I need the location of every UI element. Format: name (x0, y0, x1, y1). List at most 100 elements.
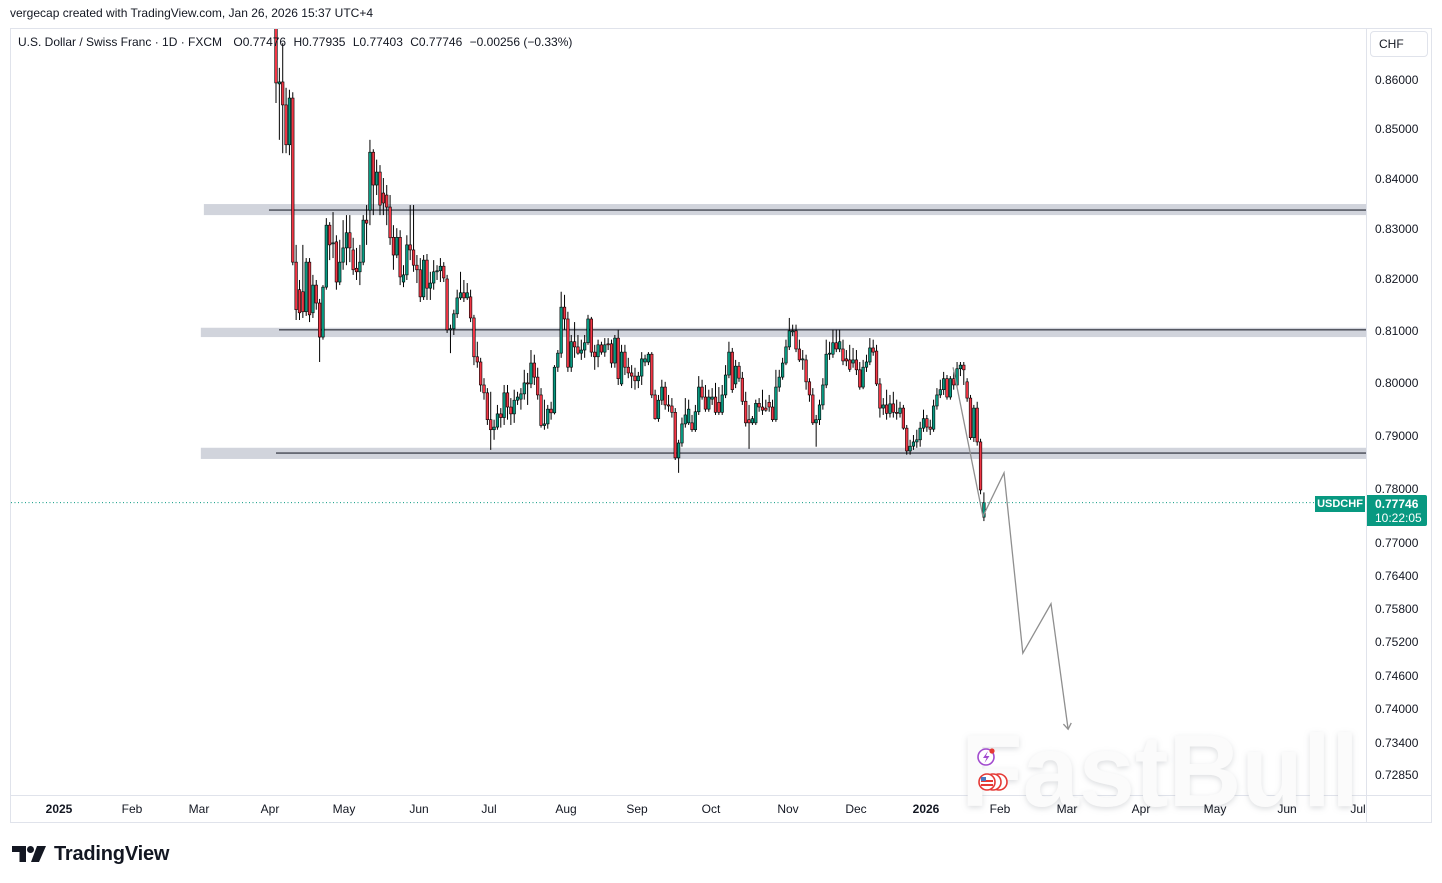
candle (351, 237, 355, 275)
candle (415, 255, 419, 284)
price-tick-label: 0.76400 (1375, 568, 1419, 583)
candle (562, 294, 567, 330)
candle (811, 388, 815, 425)
time-tick-label: Jun (409, 802, 429, 816)
candle (378, 165, 382, 216)
ohlc-open: O0.77476 (233, 35, 287, 49)
chart-pane[interactable] (11, 0, 1366, 731)
candle (868, 338, 872, 366)
candle (703, 384, 708, 412)
candle (760, 389, 765, 415)
candle (448, 324, 453, 354)
candle (499, 408, 503, 428)
candle (687, 399, 691, 425)
candle (670, 398, 674, 418)
candle (764, 399, 768, 412)
time-axis-divider (10, 795, 1432, 796)
candle (858, 361, 862, 390)
candle (975, 401, 979, 446)
candle (559, 291, 563, 358)
candle (546, 404, 550, 429)
time-tick-label: May (1203, 802, 1227, 816)
candle (673, 408, 677, 461)
zone-band[interactable] (200, 327, 1366, 338)
candle (693, 404, 697, 432)
candle (690, 414, 694, 432)
candle (770, 399, 775, 422)
candle (978, 438, 983, 495)
candle (821, 378, 825, 410)
time-tick-label: Aug (555, 802, 577, 816)
candle (767, 394, 771, 412)
candle (777, 369, 781, 392)
lightning-event-icon[interactable] (977, 748, 995, 766)
candle (972, 404, 976, 442)
candle (425, 254, 429, 300)
candle (891, 391, 895, 418)
event-icons[interactable] (977, 748, 1008, 791)
time-tick-label: May (332, 802, 356, 816)
candle (827, 341, 832, 360)
price-tick-label: 0.78000 (1375, 481, 1419, 496)
projection-path[interactable] (952, 367, 1072, 731)
candle (851, 347, 855, 368)
last-price-tag: 0.77746 10:22:05 (1367, 495, 1427, 526)
candle (807, 378, 812, 402)
candle (898, 401, 902, 418)
candle (307, 258, 312, 323)
candle (297, 279, 302, 321)
projection-line[interactable] (952, 367, 1069, 730)
time-tick-label: Oct (701, 802, 721, 816)
candle (874, 344, 879, 387)
us-flag-events-icon[interactable] (978, 773, 1008, 791)
currency-button[interactable]: CHF (1370, 31, 1428, 57)
candle (287, 89, 292, 156)
candle (512, 389, 516, 423)
chart-credit: vergecap created with TradingView.com, J… (10, 6, 373, 20)
tradingview-logo-icon (12, 846, 46, 862)
candle (801, 350, 805, 370)
candle (948, 376, 952, 400)
candle (881, 398, 885, 415)
candle (468, 289, 473, 323)
candle (462, 279, 466, 302)
candle (717, 387, 721, 415)
candle (328, 222, 332, 261)
candle (368, 139, 372, 226)
time-tick-label: Feb (121, 802, 143, 816)
resistance-zone-middle[interactable] (200, 327, 1366, 338)
candle (281, 43, 285, 154)
candle (952, 371, 956, 390)
candle (435, 265, 439, 280)
candle (502, 384, 506, 425)
time-tick-label: Jul (1350, 802, 1366, 816)
time-axis[interactable]: 2025 Feb Mar Apr May Jun Jul Aug Sep Oct Nov Dec 202… (10, 796, 1366, 822)
candle (750, 415, 755, 425)
price-tick-label: 0.75200 (1375, 635, 1419, 649)
candle (314, 279, 318, 310)
candle (918, 421, 922, 447)
candle (848, 344, 852, 372)
candle (603, 338, 607, 357)
candle (458, 271, 463, 300)
price-tick-label: 0.82000 (1375, 272, 1419, 287)
price-tick-label: 0.81000 (1375, 323, 1419, 338)
tradingview-logo[interactable]: TradingView (12, 842, 169, 866)
candle (445, 274, 449, 333)
candle (905, 424, 909, 455)
candle (432, 260, 436, 290)
candle (482, 378, 486, 400)
support-zone-lower[interactable] (200, 447, 1366, 459)
candle (485, 388, 489, 425)
resistance-zone-upper[interactable] (203, 204, 1366, 216)
candle (334, 235, 338, 290)
candle (878, 378, 882, 418)
candle (532, 354, 536, 385)
candle (676, 439, 681, 473)
candle (844, 350, 848, 367)
candle (418, 258, 422, 302)
time-tick-label: Mar (1056, 802, 1078, 816)
price-axis-divider (1366, 28, 1367, 823)
candle (797, 339, 801, 362)
